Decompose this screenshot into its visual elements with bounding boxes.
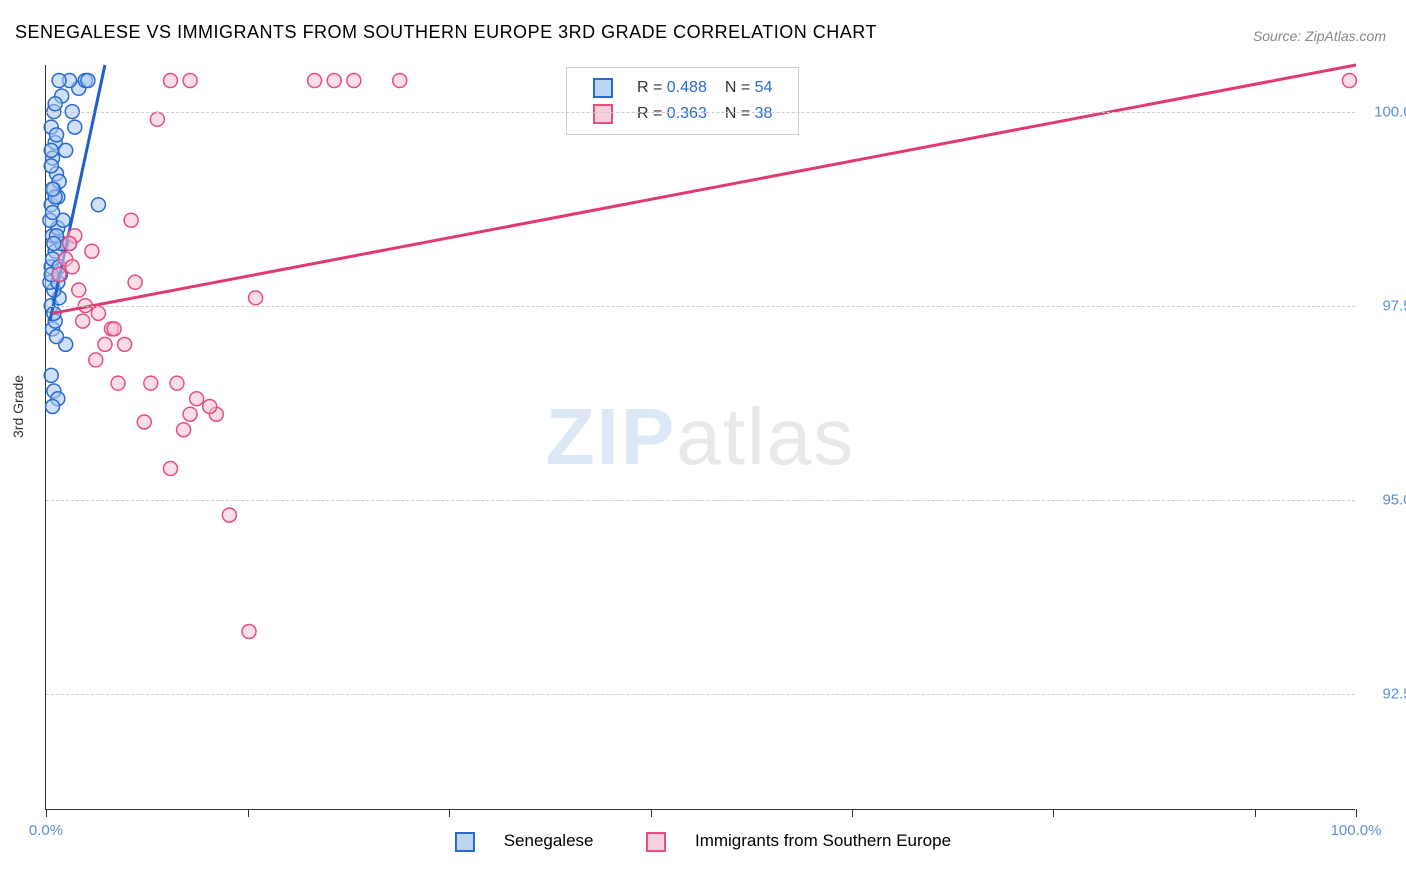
data-point (144, 376, 158, 390)
gridline (46, 112, 1355, 113)
n-label: N = 54 (717, 76, 781, 100)
stats-row: R = 0.363N = 38 (585, 102, 780, 126)
x-tick (651, 809, 652, 817)
data-point (48, 97, 62, 111)
data-point (44, 143, 58, 157)
data-point (49, 330, 63, 344)
data-point (183, 74, 197, 88)
data-point (124, 213, 138, 227)
plot-area: ZIPatlas R = 0.488N = 54R = 0.363N = 38 … (45, 65, 1355, 810)
stats-legend: R = 0.488N = 54R = 0.363N = 38 (566, 67, 799, 135)
data-point (91, 306, 105, 320)
data-point (59, 143, 73, 157)
data-point (222, 508, 236, 522)
data-point (107, 322, 121, 336)
x-tick-label: 100.0% (1331, 822, 1382, 839)
data-point (249, 291, 263, 305)
legend-item-immigrants: Immigrants from Southern Europe (634, 831, 963, 850)
y-tick-label: 100.0% (1374, 103, 1406, 120)
data-point (81, 74, 95, 88)
data-point (190, 392, 204, 406)
legend-item-senegalese: Senegalese (443, 831, 610, 850)
x-tick (852, 809, 853, 817)
data-point (347, 74, 361, 88)
x-tick-label: 0.0% (29, 822, 63, 839)
data-point (63, 236, 77, 250)
data-point (177, 423, 191, 437)
x-tick (248, 809, 249, 817)
data-point (46, 182, 60, 196)
legend-label-immigrants: Immigrants from Southern Europe (695, 831, 951, 850)
data-point (46, 205, 60, 219)
data-point (111, 376, 125, 390)
gridline (46, 306, 1355, 307)
data-point (128, 275, 142, 289)
data-point (76, 314, 90, 328)
data-point (89, 353, 103, 367)
stats-row: R = 0.488N = 54 (585, 76, 780, 100)
x-tick (1255, 809, 1256, 817)
n-label: N = 38 (717, 102, 781, 126)
legend-label-senegalese: Senegalese (504, 831, 594, 850)
r-label: R = 0.363 (629, 102, 715, 126)
y-tick-label: 97.5% (1382, 297, 1406, 314)
data-point (47, 236, 61, 250)
y-axis-label: 3rd Grade (10, 375, 26, 438)
data-point (49, 128, 63, 142)
stats-swatch (593, 104, 613, 124)
data-point (118, 337, 132, 351)
data-point (163, 462, 177, 476)
gridline (46, 694, 1355, 695)
data-point (72, 283, 86, 297)
r-label: R = 0.488 (629, 76, 715, 100)
data-point (308, 74, 322, 88)
y-tick-label: 92.5% (1382, 685, 1406, 702)
data-point (98, 337, 112, 351)
x-tick (1053, 809, 1054, 817)
series-legend: Senegalese Immigrants from Southern Euro… (431, 831, 975, 852)
stats-swatch (593, 78, 613, 98)
data-point (137, 415, 151, 429)
data-point (52, 74, 66, 88)
data-point (393, 74, 407, 88)
data-point (183, 407, 197, 421)
data-point (1342, 74, 1356, 88)
gridline (46, 500, 1355, 501)
data-point (44, 368, 58, 382)
data-point (68, 120, 82, 134)
y-tick-label: 95.0% (1382, 491, 1406, 508)
data-point (170, 376, 184, 390)
data-point (44, 159, 58, 173)
data-point (85, 244, 99, 258)
data-point (65, 260, 79, 274)
data-point (91, 198, 105, 212)
data-point (163, 74, 177, 88)
x-tick (46, 809, 47, 817)
x-tick (449, 809, 450, 817)
source-attribution: Source: ZipAtlas.com (1253, 28, 1386, 44)
chart-svg (46, 65, 1355, 809)
data-point (46, 399, 60, 413)
data-point (203, 399, 217, 413)
swatch-immigrants (646, 832, 666, 852)
x-tick (1356, 809, 1357, 817)
data-point (242, 625, 256, 639)
data-point (150, 112, 164, 126)
data-point (327, 74, 341, 88)
swatch-senegalese (455, 832, 475, 852)
data-point (52, 268, 66, 282)
chart-title: SENEGALESE VS IMMIGRANTS FROM SOUTHERN E… (15, 22, 877, 43)
